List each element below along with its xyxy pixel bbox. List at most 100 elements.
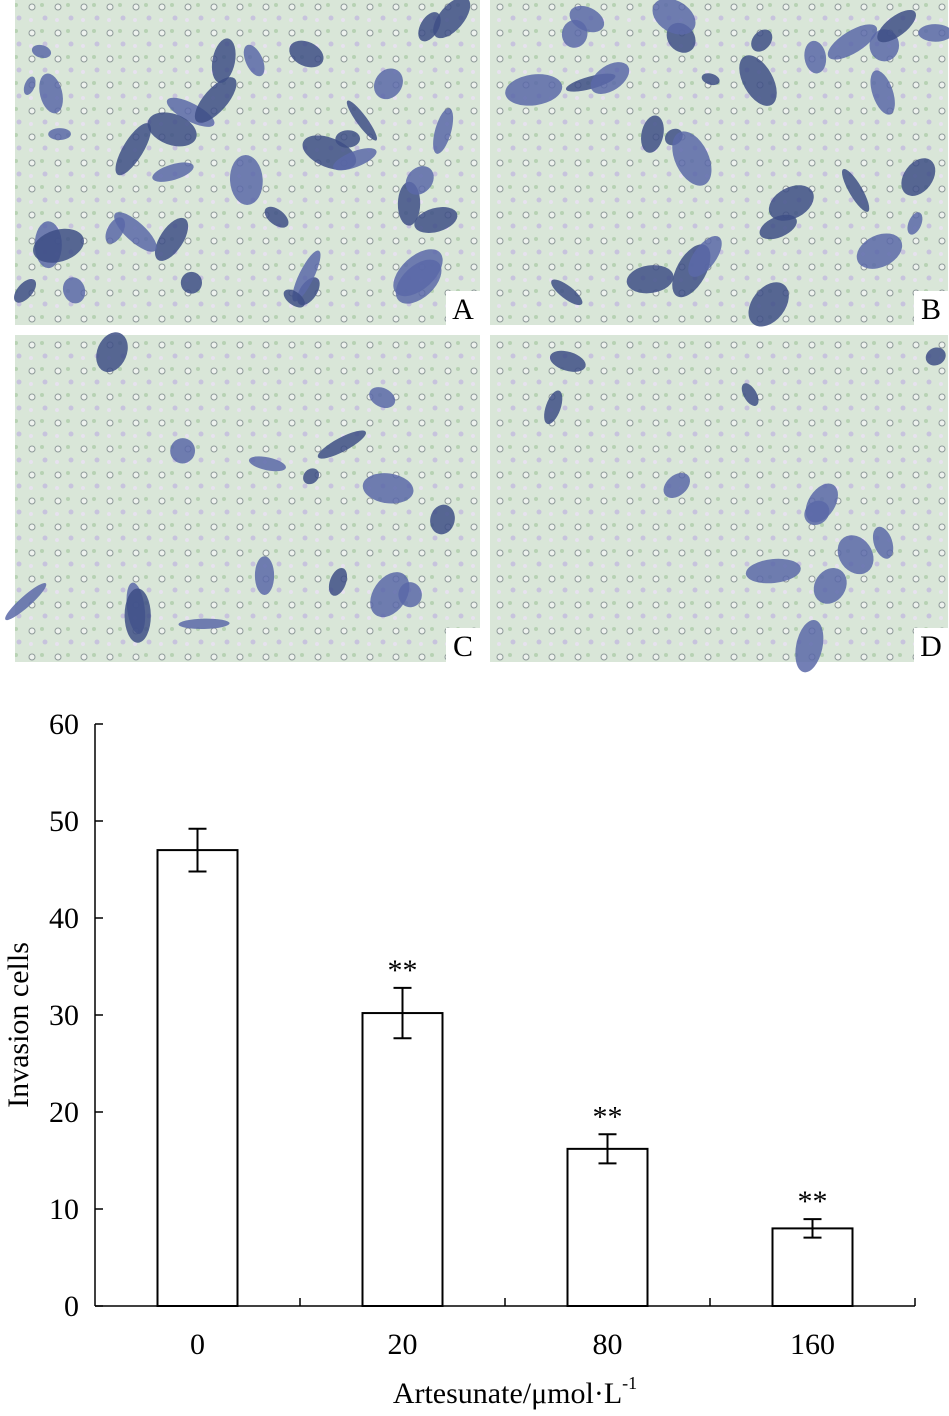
stained-cell [544,390,563,425]
stained-cell [641,115,664,153]
micrograph-background [15,335,480,662]
stained-cell [804,40,827,74]
stained-cell [115,123,151,176]
stained-cell [672,131,712,186]
x-tick-label: 80 [593,1328,623,1361]
stained-cell [751,29,773,52]
stained-cell [841,169,870,212]
stained-cell [289,40,324,68]
stained-cell [335,130,361,148]
stained-cell [248,456,286,472]
stained-cell [254,556,275,595]
stained-cell [901,158,936,196]
stained-cell [33,228,84,263]
stained-cell [114,212,157,252]
panel-label: C [453,630,473,663]
error-bar [598,1133,617,1165]
stained-cell [124,588,151,643]
stained-cell [39,73,63,114]
micrograph-background [490,335,948,662]
stained-cell [398,582,422,608]
significance-mark: ** [593,1100,623,1133]
stained-cell [292,250,321,302]
stained-cell [505,74,563,106]
stained-cell [430,504,455,535]
stained-cell [303,468,320,485]
panel-label: A [452,293,474,326]
stained-cell [626,265,674,294]
micrograph: A [13,0,480,326]
x-tick-label: 160 [790,1328,835,1361]
y-axis-title: Invasion cells [2,942,35,1108]
stained-cell [551,279,583,306]
stained-cell [701,73,720,86]
stained-cell [62,277,86,304]
y-tick-label: 60 [49,708,79,741]
stained-cell [870,70,895,115]
stained-cell [170,438,196,464]
stained-cell [827,24,878,60]
stained-cell [147,112,197,147]
stained-cell [405,166,434,195]
stained-cell [813,568,847,604]
y-tick-label: 50 [49,805,79,838]
micrograph-background [490,0,948,325]
panel-label: D [920,630,942,663]
stained-cell [918,24,949,42]
panel-label: B [921,293,941,326]
stained-cell [688,235,722,277]
stained-cell [96,332,128,373]
y-tick-label: 0 [64,1290,79,1323]
micrographs: A B C D [5,0,949,673]
stained-cell [373,68,403,100]
stained-cell [414,207,458,233]
stained-cell [739,55,777,106]
stained-cell [13,278,37,303]
stained-cell [768,185,814,221]
stained-cell [152,162,194,182]
stained-cell [741,383,759,406]
stained-cell [31,44,52,59]
y-tick-label: 20 [49,1096,79,1129]
stained-cell [243,44,265,77]
significance-mark: ** [798,1185,828,1218]
y-tick-label: 30 [49,999,79,1032]
stained-cell [745,558,801,584]
y-tick-label: 40 [49,902,79,935]
stained-cell [856,233,903,269]
stained-cell [264,206,289,228]
x-axis-title-superscript: -1 [622,1373,637,1393]
stained-cell [48,128,71,141]
stained-cell [178,618,230,629]
stained-cell [393,249,443,297]
x-axis-title: Artesunate/μmol·L-1 [393,1373,637,1410]
error-bar [188,827,207,873]
stained-cell [23,76,36,95]
bar [771,1227,854,1308]
stained-cell [194,77,237,123]
stained-cell [362,473,414,504]
stained-cell [333,148,377,171]
panel-label-box [446,291,480,325]
stained-cell [795,619,824,673]
stained-cell [105,217,125,244]
stained-cell [346,100,378,141]
bar [566,1147,649,1307]
x-tick-label: 20 [388,1328,418,1361]
bar [361,1012,444,1307]
stained-cell [369,387,396,408]
panel-label-box [446,628,480,662]
stained-cell [907,212,923,235]
stained-cell [872,526,894,559]
stained-cell [229,155,263,205]
error-bar [803,1218,822,1239]
bar-chart: 0 10 20 30 40 50 60 0 20 ** 80 ** 160 ** Invasion cell… [2,708,916,1410]
significance-mark: ** [388,954,418,987]
stained-cell [748,282,789,327]
stained-cell [211,38,236,83]
bar [156,849,239,1307]
stained-cell [154,217,189,261]
x-axis-title-text: Artesunate/μmol·L [393,1377,622,1410]
panel-label-box [914,291,948,325]
